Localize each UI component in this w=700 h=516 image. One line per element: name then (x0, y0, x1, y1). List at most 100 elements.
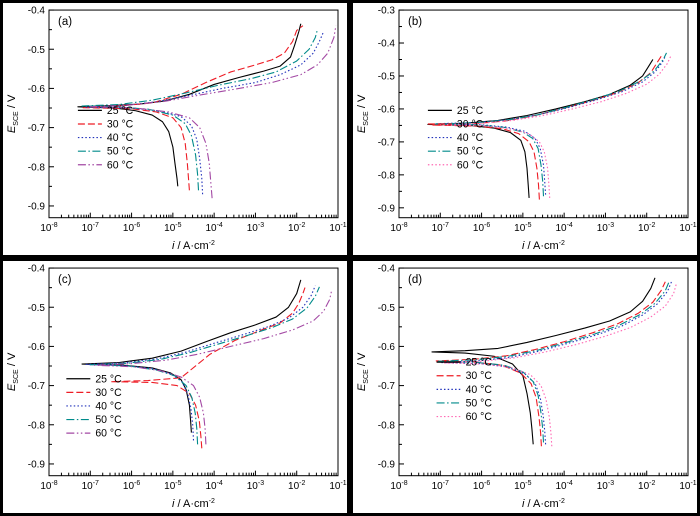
plot-frame (48, 267, 339, 477)
curve-40°C (439, 281, 673, 445)
curve-30°C (110, 287, 306, 449)
y-tick-label: -0.6 (28, 84, 46, 95)
legend: 25 °C30 °C 40 °C 50 °C60 °C (427, 105, 484, 171)
x-tick-label: 10-7 (82, 480, 99, 492)
y-tick-label: -0.8 (28, 162, 46, 173)
legend: 25 °C30 °C40 °C50 °C60 °C (77, 105, 134, 171)
legend-label: 40 °C (466, 384, 493, 396)
panel-a-chart: 10-8 10-7 10-6 10-5 10-4 10-3 10-2 10-1 -0.4 -0.5… (3, 3, 347, 255)
y-tick-label: -0.4 (28, 264, 46, 275)
panel-c: 10-8 10-7 10-6 10-5 10-4 10-3 10-2 10-1 -0.4 -0.5… (3, 261, 347, 513)
x-tick-label: 10-2 (288, 480, 305, 492)
curve-30°C (435, 281, 666, 447)
curve-50°C (89, 286, 320, 445)
x-tick-label: 10-4 (205, 222, 222, 234)
x-tick-label: 10-8 (40, 222, 57, 234)
x-tick-label: 10-6 (123, 222, 140, 234)
legend-label: 30 °C (95, 387, 122, 399)
legend-label: 25 °C (457, 105, 484, 117)
x-tick-label: 10-6 (473, 222, 490, 234)
legend-label: 30 °C (107, 118, 134, 130)
legend-label: 40 °C (457, 132, 484, 144)
x-tick-label: 10-5 (164, 480, 181, 492)
x-tick-label: 10-7 (432, 480, 449, 492)
y-tick-label: -0.5 (378, 71, 396, 82)
x-axis-label: i / A·cm-2 (522, 498, 565, 510)
y-axis-label: ESCE / V (6, 352, 20, 391)
curves (81, 279, 333, 449)
legend-label: 60 °C (95, 428, 122, 440)
x-tick-label: 10-7 (432, 222, 449, 234)
panel-d-chart: 10-8 10-7 10-6 10-5 10-4 10-3 10-2 10-1 -0.4 -0.5… (353, 261, 697, 513)
x-tick-label: 10-4 (555, 480, 572, 492)
legend-label: 40 °C (107, 132, 134, 144)
x-axis-label: i / A·cm-2 (172, 498, 215, 510)
legend-label: 30 °C (457, 118, 484, 130)
legend-label: 25 °C (95, 373, 122, 385)
tick-labels: 10-8 10-7 10-6 10-5 10-4 10-3 10-2 10-1 -0.3 -0.4… (378, 6, 697, 234)
legend: 25 °C30 °C40 °C50 °C60 °C (436, 357, 493, 423)
tick-labels: 10-8 10-7 10-6 10-5 10-4 10-3 10-2 10-1 -0.4 -0.5… (28, 264, 347, 492)
legend-label: 60 °C (457, 159, 484, 171)
panel-d: 10-8 10-7 10-6 10-5 10-4 10-3 10-2 10-1 -0.4 -0.5… (353, 261, 697, 513)
panel-background (353, 3, 697, 255)
curve-50°C (437, 280, 670, 443)
y-tick-label: -0.7 (378, 137, 396, 148)
x-tick-label: 10-5 (164, 222, 181, 234)
curve-50°C (433, 52, 667, 197)
curve-25°C (77, 23, 302, 187)
x-tick-label: 10-6 (473, 480, 490, 492)
y-tick-label: -0.8 (378, 170, 396, 181)
y-tick-label: -0.8 (28, 420, 46, 431)
panel-background (3, 261, 347, 513)
x-tick-label: 10-2 (638, 222, 655, 234)
curve-30°C (81, 25, 304, 191)
legend-label: 60 °C (466, 411, 493, 423)
y-tick-label: -0.6 (378, 342, 396, 353)
y-tick-label: -0.4 (378, 264, 396, 275)
legend-label: 25 °C (107, 105, 134, 117)
x-tick-label: 10-2 (288, 222, 305, 234)
y-axis-label: ESCE / V (6, 94, 20, 133)
legend-label: 25 °C (466, 357, 493, 369)
y-tick-label: -0.6 (28, 342, 46, 353)
panel-letter: (c) (58, 274, 72, 286)
curve-25°C (81, 279, 302, 433)
y-tick-label: -0.9 (378, 203, 396, 214)
y-tick-label: -0.8 (378, 420, 396, 431)
legend-label: 30 °C (466, 370, 493, 382)
y-tick-label: -0.3 (378, 6, 396, 17)
y-tick-label: -0.7 (378, 381, 396, 392)
y-axis-label: ESCE / V (356, 94, 370, 133)
y-axis-label: ESCE / V (356, 352, 370, 391)
x-tick-label: 10-8 (390, 222, 407, 234)
x-tick-label: 10-8 (390, 480, 407, 492)
x-axis-label: i / A·cm-2 (522, 240, 565, 252)
x-tick-label: 10-6 (123, 480, 140, 492)
x-tick-label: 10-4 (205, 480, 222, 492)
curve-25°C (431, 277, 656, 445)
panel-b-chart: 10-8 10-7 10-6 10-5 10-4 10-3 10-2 10-1 -0.3 -0.4… (353, 3, 697, 255)
tick-labels: 10-8 10-7 10-6 10-5 10-4 10-3 10-2 10-1 -0.4 -0.5… (28, 6, 347, 234)
panel-c-chart: 10-8 10-7 10-6 10-5 10-4 10-3 10-2 10-1 -0.4 -0.5… (3, 261, 347, 513)
legend-label: 50 °C (95, 414, 122, 426)
x-tick-label: 10-4 (555, 222, 572, 234)
x-tick-label: 10-1 (329, 480, 346, 492)
tick-labels: 10-8 10-7 10-6 10-5 10-4 10-3 10-2 10-1 -0.4 -0.5… (378, 264, 697, 492)
x-tick-label: 10-3 (247, 222, 264, 234)
y-tick-label: -0.9 (28, 201, 46, 212)
legend-label: 50 °C (457, 146, 484, 158)
plot-frame (398, 9, 689, 219)
x-tick-label: 10-5 (514, 222, 531, 234)
y-tick-label: -0.7 (28, 381, 46, 392)
panel-letter: (d) (408, 274, 422, 286)
panel-b: 10-8 10-7 10-6 10-5 10-4 10-3 10-2 10-1 -0.3 -0.4… (353, 3, 697, 255)
y-tick-label: -0.5 (378, 303, 396, 314)
x-tick-label: 10-1 (679, 480, 696, 492)
y-tick-label: -0.4 (378, 39, 396, 50)
panel-a: 10-8 10-7 10-6 10-5 10-4 10-3 10-2 10-1 -0.4 -0.5… (3, 3, 347, 255)
y-tick-label: -0.9 (28, 459, 46, 470)
x-tick-label: 10-7 (82, 222, 99, 234)
legend: 25 °C30 °C40 °C50 °C60 °C (66, 373, 122, 440)
